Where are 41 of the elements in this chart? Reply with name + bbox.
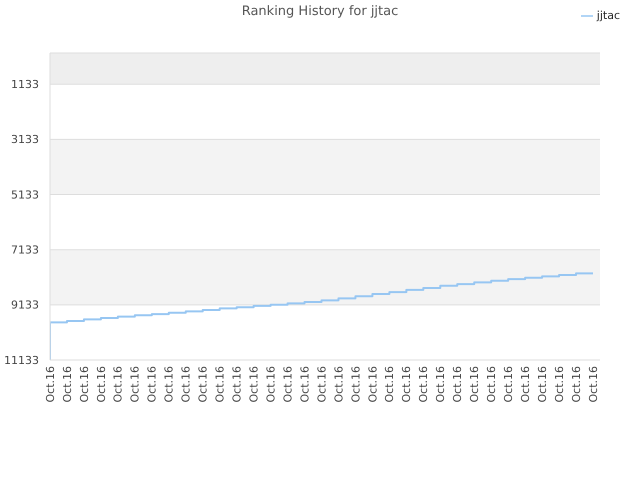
y-tick-label: 9133: [11, 298, 39, 312]
x-tick-label: Oct.16: [315, 366, 328, 403]
y-tick-label: 5133: [11, 188, 39, 202]
x-tick-label: Oct.16: [468, 366, 482, 403]
legend-label: jjtac: [596, 9, 620, 22]
x-tick-label: Oct.16: [417, 366, 430, 403]
x-tick-label: Oct.16: [128, 366, 142, 403]
x-tick-label: Oct.16: [434, 366, 448, 403]
x-tick-label: Oct.16: [230, 366, 244, 403]
x-tick-label: Oct.16: [366, 366, 380, 403]
x-tick-label: Oct.16: [552, 366, 566, 403]
x-tick-label: Oct.16: [78, 366, 91, 403]
x-tick-label: Oct.16: [383, 366, 396, 403]
y-tick-label: 1133: [11, 78, 39, 92]
x-tick-label: Oct.16: [94, 366, 108, 403]
x-tick-label: Oct.16: [536, 366, 549, 403]
x-tick-label: Oct.16: [570, 366, 583, 403]
x-tick-label: Oct.16: [247, 366, 260, 403]
y-tick-label: 11133: [4, 354, 39, 367]
x-tick-label: Oct.16: [586, 366, 600, 403]
x-tick-label: Oct.16: [180, 366, 193, 403]
x-tick-label: Oct.16: [214, 366, 227, 403]
x-tick-label: Oct.16: [298, 366, 312, 403]
x-tick-label: Oct.16: [349, 366, 362, 403]
x-tick-label: Oct.16: [60, 366, 74, 403]
y-tick-label: 3133: [11, 133, 39, 146]
x-tick-label: Oct.16: [400, 366, 414, 403]
x-tick-label: Oct.16: [146, 366, 159, 403]
x-tick-label: Oct.16: [485, 366, 498, 403]
x-tick-label: Oct.16: [44, 366, 57, 403]
chart-title: Ranking History for jjtac: [242, 4, 398, 19]
x-tick-label: Oct.16: [451, 366, 464, 403]
x-tick-label: Oct.16: [332, 366, 346, 403]
x-tick-label: Oct.16: [281, 366, 294, 403]
x-tick-label: Oct.16: [518, 366, 532, 403]
x-tick-label: Oct.16: [502, 366, 516, 403]
x-tick-label: Oct.16: [162, 366, 176, 403]
x-tick-label: Oct.16: [264, 366, 278, 403]
y-tick-label: 7133: [11, 244, 39, 257]
x-tick-label: Oct.16: [112, 366, 125, 403]
x-tick-label: Oct.16: [196, 366, 210, 403]
